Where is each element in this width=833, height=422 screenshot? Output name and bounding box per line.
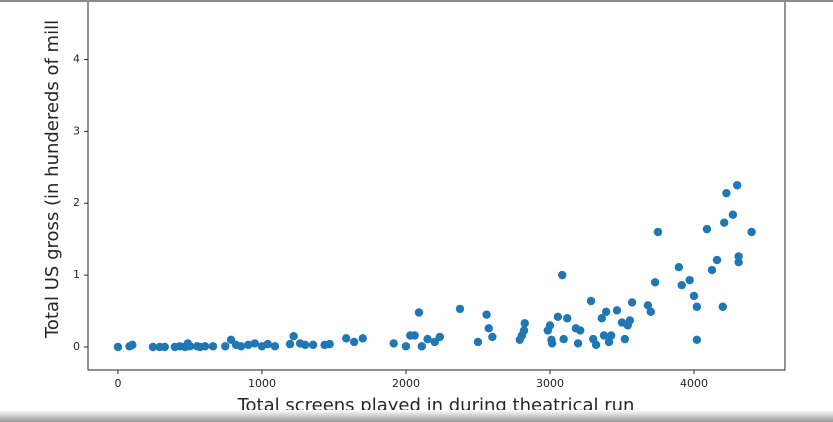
y-tick-label: 2 (73, 196, 80, 209)
point (728, 210, 738, 219)
point (250, 339, 259, 348)
point (410, 331, 419, 340)
point (718, 302, 727, 311)
point (488, 332, 497, 342)
x-tick-label: 1000 (248, 377, 276, 390)
point (732, 181, 742, 190)
point (325, 339, 334, 349)
point (692, 302, 702, 311)
point (221, 342, 230, 351)
x-tick-label: 0 (114, 377, 121, 390)
y-tick-label: 1 (73, 268, 80, 281)
top-shadow (0, 0, 833, 2)
point (712, 255, 722, 265)
point (200, 342, 210, 351)
point (160, 342, 169, 352)
point (435, 332, 445, 342)
point (674, 263, 684, 272)
point (606, 331, 616, 340)
point (734, 252, 743, 261)
point (702, 224, 712, 234)
point (734, 257, 743, 267)
point (720, 218, 729, 227)
point (545, 321, 555, 330)
point (722, 188, 731, 198)
point (612, 306, 622, 315)
point (520, 319, 529, 328)
point (263, 339, 272, 349)
point (285, 339, 295, 349)
point (113, 342, 123, 352)
y-tick-label: 3 (73, 124, 80, 137)
x-tick-label: 3000 (536, 377, 564, 390)
y-tick-label: 4 (73, 52, 80, 65)
plot-area (87, 0, 786, 371)
point (559, 334, 568, 344)
point (270, 342, 280, 351)
point (342, 334, 351, 343)
point (601, 307, 611, 316)
point (576, 326, 585, 335)
x-tick-label: 4000 (680, 377, 708, 390)
point (358, 334, 367, 343)
point (685, 275, 694, 285)
y-axis-label: Total US gross (in hundereds of mill (42, 20, 63, 339)
point (707, 265, 717, 275)
point (547, 339, 557, 348)
x-tick-label: 2000 (392, 377, 420, 390)
point (289, 332, 298, 341)
point (604, 337, 614, 347)
point (591, 340, 601, 350)
point (620, 334, 630, 344)
point (563, 314, 572, 323)
point (183, 339, 192, 348)
point (473, 337, 483, 347)
point (586, 296, 596, 306)
point (349, 337, 359, 347)
point (389, 339, 398, 348)
point (236, 342, 246, 351)
point (417, 342, 427, 351)
point (677, 280, 686, 290)
point (148, 342, 158, 352)
point (573, 339, 583, 348)
plot-layer: 0 1000 2000 3000 4000 0 1 2 3 4 (73, 0, 786, 390)
point (308, 340, 318, 350)
point (482, 310, 491, 319)
point (597, 314, 607, 323)
point (244, 340, 253, 350)
point (650, 278, 660, 287)
point (553, 312, 563, 322)
point (414, 308, 424, 317)
y-tick-label: 0 (73, 340, 80, 353)
point (484, 324, 493, 333)
point (653, 227, 663, 237)
point (455, 304, 465, 314)
point (692, 335, 702, 345)
point (423, 334, 432, 344)
point (519, 326, 529, 335)
point (747, 227, 756, 237)
point (401, 342, 411, 351)
point (689, 291, 699, 301)
point (643, 301, 653, 310)
points (113, 181, 756, 352)
point (625, 316, 635, 325)
point (627, 298, 637, 307)
bottom-shadow (0, 410, 833, 422)
point (558, 270, 567, 280)
point (300, 340, 310, 350)
point (208, 342, 218, 351)
point (599, 331, 609, 340)
point (128, 340, 137, 350)
point (646, 307, 655, 316)
